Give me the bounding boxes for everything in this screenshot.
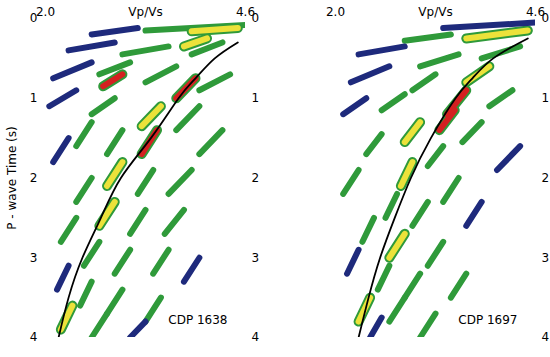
svg-text:1: 1 xyxy=(252,91,260,105)
svg-text:4: 4 xyxy=(252,330,260,344)
svg-text:P - wave Time (s): P - wave Time (s) xyxy=(5,126,19,229)
svg-text:4.6: 4.6 xyxy=(236,4,255,19)
svg-text:2.0: 2.0 xyxy=(36,5,55,19)
svg-text:2: 2 xyxy=(252,171,260,185)
svg-text:3: 3 xyxy=(252,251,260,265)
svg-text:0: 0 xyxy=(252,11,260,25)
svg-text:0: 0 xyxy=(30,11,38,25)
svg-text:1: 1 xyxy=(30,91,38,105)
svg-text:3: 3 xyxy=(542,251,550,265)
svg-text:CDP 1697: CDP 1697 xyxy=(458,313,517,327)
svg-text:3: 3 xyxy=(30,251,38,265)
svg-text:0: 0 xyxy=(542,11,550,25)
svg-text:4: 4 xyxy=(30,330,38,344)
svg-text:2: 2 xyxy=(542,171,550,185)
svg-text:2: 2 xyxy=(30,171,38,185)
svg-text:1: 1 xyxy=(542,91,550,105)
svg-text:4: 4 xyxy=(542,330,550,344)
svg-text:2.0: 2.0 xyxy=(326,5,345,19)
svg-text:4.6: 4.6 xyxy=(526,4,545,19)
svg-text:Vp/Vs: Vp/Vs xyxy=(128,5,162,19)
svg-text:CDP 1638: CDP 1638 xyxy=(168,313,227,327)
svg-text:Vp/Vs: Vp/Vs xyxy=(418,5,452,19)
